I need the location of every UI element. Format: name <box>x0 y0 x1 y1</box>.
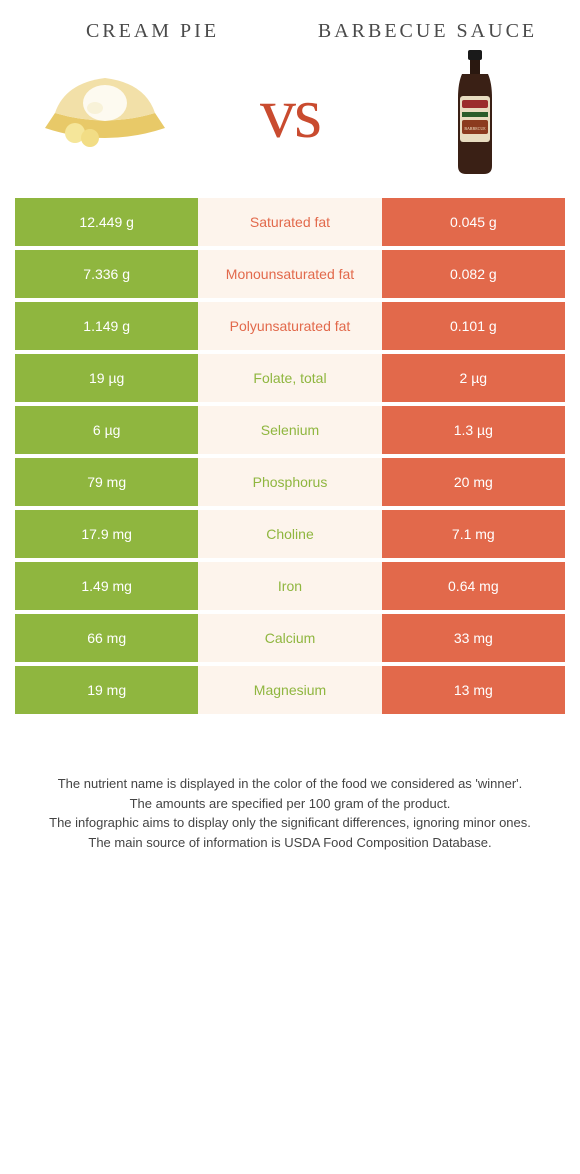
left-value: 19 mg <box>15 666 198 714</box>
table-row: 19 mgMagnesium13 mg <box>15 666 565 714</box>
table-row: 12.449 gSaturated fat0.045 g <box>15 198 565 246</box>
svg-text:BARBECUE: BARBECUE <box>464 126 486 131</box>
barbecue-sauce-image: BARBECUE <box>405 53 545 173</box>
left-value: 79 mg <box>15 458 198 506</box>
nutrient-label: Selenium <box>198 406 381 454</box>
note-line: The infographic aims to display only the… <box>25 813 555 833</box>
vs-text: vs <box>260 72 320 155</box>
right-value: 20 mg <box>382 458 565 506</box>
nutrient-label: Folate, total <box>198 354 381 402</box>
right-value: 7.1 mg <box>382 510 565 558</box>
left-value: 7.336 g <box>15 250 198 298</box>
right-value: 13 mg <box>382 666 565 714</box>
right-value: 33 mg <box>382 614 565 662</box>
left-value: 6 µg <box>15 406 198 454</box>
right-value: 2 µg <box>382 354 565 402</box>
note-line: The main source of information is USDA F… <box>25 833 555 853</box>
table-row: 66 mgCalcium33 mg <box>15 614 565 662</box>
right-value: 0.082 g <box>382 250 565 298</box>
footer-notes: The nutrient name is displayed in the co… <box>15 774 565 852</box>
nutrient-table: 12.449 gSaturated fat0.045 g7.336 gMonou… <box>15 198 565 714</box>
right-value: 0.045 g <box>382 198 565 246</box>
left-value: 1.149 g <box>15 302 198 350</box>
nutrient-label: Saturated fat <box>198 198 381 246</box>
nutrient-label: Calcium <box>198 614 381 662</box>
left-value: 66 mg <box>15 614 198 662</box>
nutrient-label: Polyunsaturated fat <box>198 302 381 350</box>
nutrient-label: Monounsaturated fat <box>198 250 381 298</box>
left-value: 19 µg <box>15 354 198 402</box>
left-value: 1.49 mg <box>15 562 198 610</box>
note-line: The amounts are specified per 100 gram o… <box>25 794 555 814</box>
table-row: 7.336 gMonounsaturated fat0.082 g <box>15 250 565 298</box>
table-row: 17.9 mgCholine7.1 mg <box>15 510 565 558</box>
note-line: The nutrient name is displayed in the co… <box>25 774 555 794</box>
nutrient-label: Iron <box>198 562 381 610</box>
table-row: 6 µgSelenium1.3 µg <box>15 406 565 454</box>
table-row: 1.49 mgIron0.64 mg <box>15 562 565 610</box>
right-value: 0.64 mg <box>382 562 565 610</box>
table-row: 19 µgFolate, total2 µg <box>15 354 565 402</box>
left-value: 12.449 g <box>15 198 198 246</box>
food-left-title: Cream Pie <box>29 20 277 43</box>
cream-pie-image <box>35 53 175 173</box>
food-right-title: Barbecue Sauce <box>304 20 552 43</box>
left-value: 17.9 mg <box>15 510 198 558</box>
nutrient-label: Choline <box>198 510 381 558</box>
header: Cream Pie Barbecue Sauce <box>15 20 565 43</box>
table-row: 1.149 gPolyunsaturated fat0.101 g <box>15 302 565 350</box>
table-row: 79 mgPhosphorus20 mg <box>15 458 565 506</box>
image-row: vs BARBECUE <box>15 53 565 173</box>
nutrient-label: Magnesium <box>198 666 381 714</box>
right-value: 1.3 µg <box>382 406 565 454</box>
right-value: 0.101 g <box>382 302 565 350</box>
nutrient-label: Phosphorus <box>198 458 381 506</box>
